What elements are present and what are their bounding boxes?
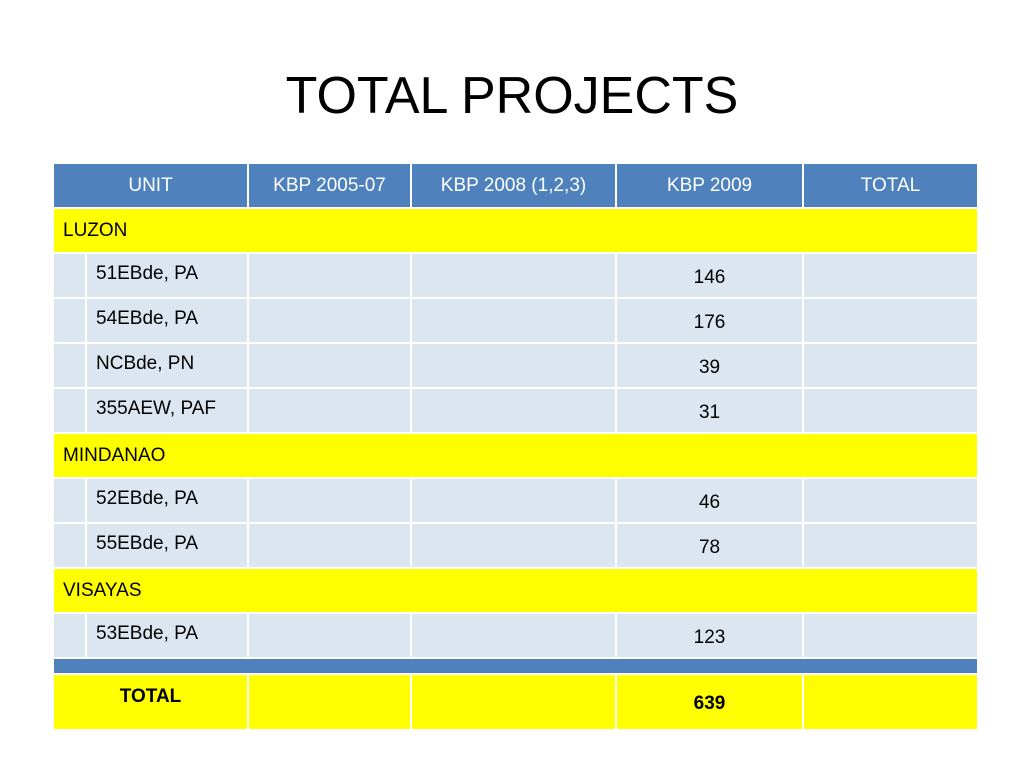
indent-cell — [52, 297, 87, 344]
total-cell — [802, 612, 980, 659]
total-cell — [802, 342, 980, 389]
region-label: MINDANAO — [51, 432, 980, 479]
total-cell — [802, 477, 980, 524]
kbp-2008-cell — [410, 522, 618, 569]
total-kbp-2005-07-cell — [247, 673, 413, 731]
region-label: VISAYAS — [51, 567, 980, 614]
total-kbp-2008-cell — [410, 673, 618, 731]
unit-cell: 55EBde, PA — [84, 522, 250, 569]
table-row: 355AEW, PAF 31 — [52, 387, 980, 434]
kbp-2009-cell: 146 — [615, 252, 805, 299]
slide-title: TOTAL PROJECTS — [285, 67, 739, 125]
separator-bar — [51, 657, 980, 675]
table-row: 55EBde, PA 78 — [52, 522, 980, 569]
table-row: 53EBde, PA 123 — [52, 612, 980, 659]
kbp-2008-cell — [410, 387, 618, 434]
total-cell — [802, 297, 980, 344]
kbp-2008-cell — [410, 252, 618, 299]
table-row: NCBde, PN 39 — [52, 342, 980, 389]
kbp-2009-cell: 123 — [615, 612, 805, 659]
indent-cell — [52, 387, 87, 434]
kbp-2005-07-cell — [247, 297, 413, 344]
indent-cell — [52, 612, 87, 659]
kbp-2008-cell — [410, 477, 618, 524]
kbp-2008-cell — [410, 612, 618, 659]
indent-cell — [52, 522, 87, 569]
unit-cell: 52EBde, PA — [84, 477, 250, 524]
unit-cell: 355AEW, PAF — [84, 387, 250, 434]
table-row: 51EBde, PA 146 — [52, 252, 980, 299]
header-unit: UNIT — [51, 162, 250, 209]
kbp-2008-cell — [410, 342, 618, 389]
indent-cell — [52, 477, 87, 524]
total-total-cell — [802, 673, 980, 731]
total-cell — [802, 522, 980, 569]
kbp-2009-cell: 78 — [615, 522, 805, 569]
unit-cell: 54EBde, PA — [84, 297, 250, 344]
table-header-row: UNIT KBP 2005-07 KBP 2008 (1,2,3) KBP 20… — [51, 162, 980, 209]
indent-cell — [52, 342, 87, 389]
kbp-2009-cell: 31 — [615, 387, 805, 434]
unit-cell: 53EBde, PA — [84, 612, 250, 659]
separator-row — [51, 657, 980, 675]
indent-cell — [52, 252, 87, 299]
table-row: 52EBde, PA 46 — [52, 477, 980, 524]
unit-cell: 51EBde, PA — [84, 252, 250, 299]
header-total: TOTAL — [802, 162, 980, 209]
kbp-2009-cell: 39 — [615, 342, 805, 389]
total-cell — [802, 387, 980, 434]
total-kbp-2009-cell: 639 — [615, 673, 805, 731]
total-cell — [802, 252, 980, 299]
header-kbp-2009: KBP 2009 — [615, 162, 805, 209]
region-row-luzon: LUZON — [51, 207, 980, 254]
table-row: 54EBde, PA 176 — [52, 297, 980, 344]
kbp-2005-07-cell — [247, 522, 413, 569]
kbp-2005-07-cell — [247, 387, 413, 434]
kbp-2005-07-cell — [247, 612, 413, 659]
region-label: LUZON — [51, 207, 980, 254]
header-kbp-2008: KBP 2008 (1,2,3) — [410, 162, 618, 209]
projects-table: UNIT KBP 2005-07 KBP 2008 (1,2,3) KBP 20… — [51, 162, 980, 731]
kbp-2009-cell: 176 — [615, 297, 805, 344]
region-row-visayas: VISAYAS — [51, 567, 980, 614]
region-row-mindanao: MINDANAO — [51, 432, 980, 479]
kbp-2005-07-cell — [247, 477, 413, 524]
unit-cell: NCBde, PN — [84, 342, 250, 389]
kbp-2005-07-cell — [247, 252, 413, 299]
kbp-2008-cell — [410, 297, 618, 344]
kbp-2009-cell: 46 — [615, 477, 805, 524]
total-row: TOTAL 639 — [51, 673, 980, 731]
kbp-2005-07-cell — [247, 342, 413, 389]
total-label: TOTAL — [51, 673, 250, 731]
header-kbp-2005-07: KBP 2005-07 — [247, 162, 413, 209]
